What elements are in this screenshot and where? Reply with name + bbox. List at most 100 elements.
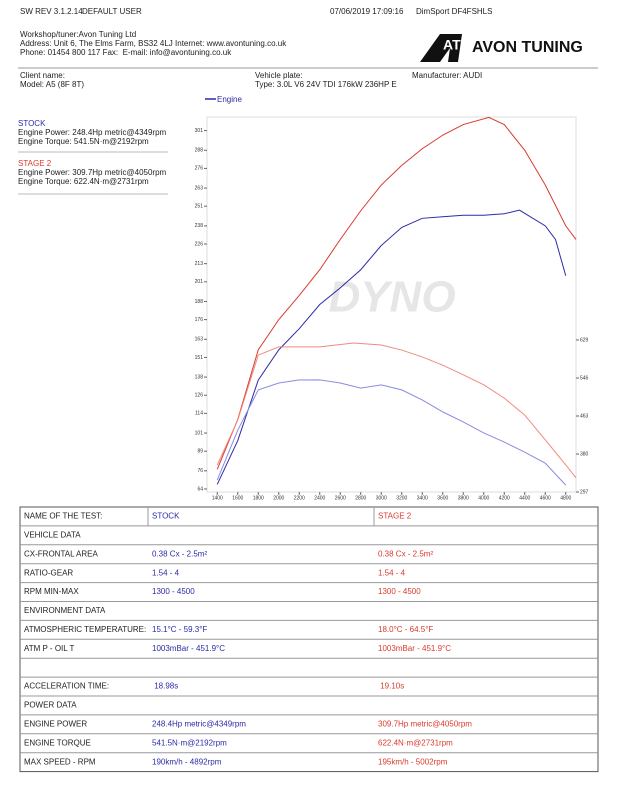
summary-torque: Engine Torque: 622.4N·m@2731rpm bbox=[18, 177, 149, 186]
row-label: ENGINE POWER bbox=[24, 719, 87, 728]
stage2-value: 309.7Hp metric@4050rpm bbox=[378, 719, 472, 728]
row-label: RPM MIN-MAX bbox=[24, 587, 79, 596]
stock-value: 0.38 Cx - 2.5m² bbox=[152, 549, 207, 558]
x-tick-label: 2200 bbox=[294, 495, 305, 501]
y-tick-label: 301 bbox=[195, 128, 204, 134]
y-tick-label: 101 bbox=[195, 430, 204, 436]
stage2-value: 0.38 Cx - 2.5m² bbox=[378, 549, 433, 558]
y-tick-label: 238 bbox=[195, 223, 204, 229]
y-tick-label: 213 bbox=[195, 261, 204, 267]
vehicle-type: Type: 3.0L V6 24V TDI 176kW 236HP E bbox=[255, 80, 397, 89]
y-tick-label: 188 bbox=[195, 299, 204, 305]
software: SW REV 3.1.2.14 bbox=[20, 7, 83, 16]
curve bbox=[216, 379, 567, 486]
y-tick-label: 151 bbox=[195, 355, 204, 361]
summary-power: Engine Power: 248.4Hp metric@4349rpm bbox=[18, 128, 167, 137]
y-tick-label: 251 bbox=[195, 204, 204, 210]
x-tick-label: 1400 bbox=[212, 495, 223, 501]
row-label: ATM P - OIL T bbox=[24, 644, 74, 653]
curve bbox=[216, 342, 577, 479]
x-tick-label: 2000 bbox=[273, 495, 284, 501]
y-tick-label: 288 bbox=[195, 148, 204, 154]
stage2-value: 1003mBar - 451.9°C bbox=[378, 644, 451, 653]
legend: Engine bbox=[217, 95, 242, 104]
row-label: MAX SPEED - RPM bbox=[24, 757, 96, 766]
y2-tick-label: 629 bbox=[580, 337, 589, 343]
address: Address: Unit 6, The Elms Farm, BS32 4LJ… bbox=[20, 39, 287, 48]
row-label: ENVIRONMENT DATA bbox=[24, 606, 106, 615]
stage2-value: 1300 - 4500 bbox=[378, 587, 421, 596]
stock-value: 1.54 - 4 bbox=[152, 568, 180, 577]
client-label: Client name: bbox=[20, 71, 65, 80]
stock-value: 15.1°C - 59.3°F bbox=[152, 625, 207, 634]
stock-value: 248.4Hp metric@4349rpm bbox=[152, 719, 246, 728]
x-tick-label: 3200 bbox=[396, 495, 407, 501]
workshop: Workshop/tuner:Avon Tuning Ltd bbox=[20, 30, 136, 39]
x-tick-label: 4200 bbox=[499, 495, 510, 501]
x-tick-label: 1800 bbox=[253, 495, 264, 501]
x-tick-label: 2800 bbox=[355, 495, 366, 501]
y-tick-label: 276 bbox=[195, 166, 204, 172]
user: DEFAULT USER bbox=[82, 7, 142, 16]
x-tick-label: 2400 bbox=[314, 495, 325, 501]
logo-icon bbox=[420, 34, 462, 62]
table-head: STOCK bbox=[152, 512, 180, 521]
y2-tick-label: 546 bbox=[580, 375, 589, 381]
plate-label: Vehicle plate: bbox=[255, 71, 303, 80]
manufacturer: Manufacturer: AUDI bbox=[412, 71, 482, 80]
x-tick-label: 2600 bbox=[335, 495, 346, 501]
x-tick-label: 4000 bbox=[478, 495, 489, 501]
x-tick-label: 3000 bbox=[376, 495, 387, 501]
y-tick-label: 163 bbox=[195, 337, 204, 343]
row-label: VEHICLE DATA bbox=[24, 530, 81, 539]
row-label: ACCELERATION TIME: bbox=[24, 682, 109, 691]
row-label: ENGINE TORQUE bbox=[24, 738, 91, 747]
curve bbox=[216, 116, 577, 470]
stock-value: 1300 - 4500 bbox=[152, 587, 195, 596]
y-tick-label: 176 bbox=[195, 317, 204, 323]
x-tick-label: 4600 bbox=[540, 495, 551, 501]
stock-value: 18.98s bbox=[152, 682, 178, 691]
plot-frame bbox=[206, 116, 577, 493]
curve bbox=[216, 209, 567, 485]
x-tick-label: 3600 bbox=[437, 495, 448, 501]
watermark: DYNO bbox=[328, 273, 455, 322]
row-label: POWER DATA bbox=[24, 701, 77, 710]
y2-tick-label: 463 bbox=[580, 413, 589, 419]
device: DimSport DF4FSHLS bbox=[416, 7, 492, 16]
row-label: CX-FRONTAL AREA bbox=[24, 549, 98, 558]
x-tick-label: 4800 bbox=[560, 495, 571, 501]
y-tick-label: 263 bbox=[195, 185, 204, 191]
stage2-value: 195km/h - 5002rpm bbox=[378, 757, 448, 766]
summary-power: Engine Power: 309.7Hp metric@4050rpm bbox=[18, 168, 167, 177]
stock-value: 190km/h - 4892rpm bbox=[152, 757, 222, 766]
x-tick-label: 3800 bbox=[458, 495, 469, 501]
stock-value: 1003mBar - 451.9°C bbox=[152, 644, 225, 653]
model: Model: A5 (8F 8T) bbox=[20, 80, 84, 89]
y-tick-label: 64 bbox=[197, 486, 203, 492]
y2-tick-label: 297 bbox=[580, 489, 589, 495]
logo-mark: AT bbox=[443, 37, 461, 53]
summary-title: STAGE 2 bbox=[18, 159, 52, 168]
datetime: 07/06/2019 17:09:16 bbox=[330, 7, 404, 16]
y-tick-label: 126 bbox=[195, 393, 204, 399]
y-tick-label: 76 bbox=[197, 468, 203, 474]
y-tick-label: 138 bbox=[195, 374, 204, 380]
x-tick-label: 4400 bbox=[519, 495, 530, 501]
x-tick-label: 1600 bbox=[232, 495, 243, 501]
stage2-value: 1.54 - 4 bbox=[378, 568, 406, 577]
stage2-value: 19.10s bbox=[378, 682, 404, 691]
stage2-value: 18.0°C - 64.5°F bbox=[378, 625, 433, 634]
y-tick-label: 89 bbox=[197, 449, 203, 455]
row-label: RATIO-GEAR bbox=[24, 568, 73, 577]
y-tick-label: 114 bbox=[195, 411, 203, 417]
table-head: STAGE 2 bbox=[378, 512, 412, 521]
logo-text: AVON TUNING bbox=[472, 39, 583, 56]
x-tick-label: 3400 bbox=[417, 495, 428, 501]
y-tick-label: 201 bbox=[195, 279, 204, 285]
table-head: NAME OF THE TEST: bbox=[24, 512, 102, 521]
y-tick-label: 226 bbox=[195, 241, 204, 247]
stock-value: 541.5N·m@2192rpm bbox=[152, 738, 227, 747]
row-label: ATMOSPHERIC TEMPERATURE: bbox=[24, 625, 146, 634]
